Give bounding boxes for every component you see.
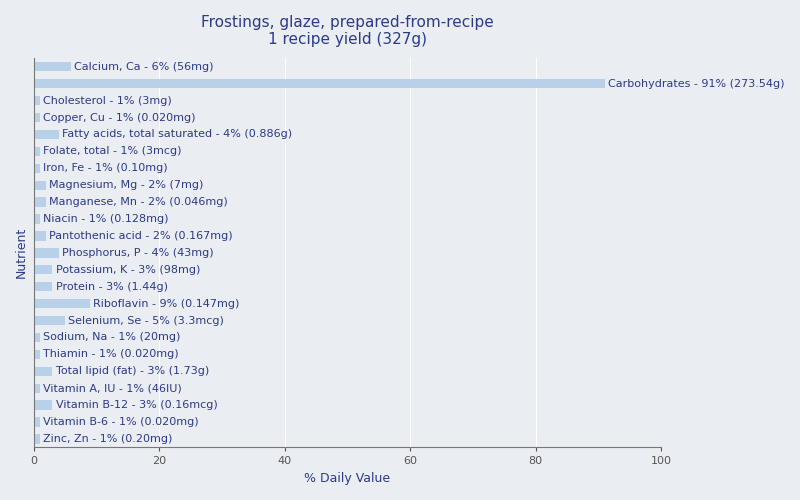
- Bar: [34, 62, 71, 72]
- Text: Calcium, Ca - 6% (56mg): Calcium, Ca - 6% (56mg): [74, 62, 214, 72]
- Text: Cholesterol - 1% (3mg): Cholesterol - 1% (3mg): [43, 96, 172, 106]
- Text: Potassium, K - 3% (98mg): Potassium, K - 3% (98mg): [55, 265, 200, 275]
- Bar: [34, 232, 46, 240]
- Bar: [34, 214, 40, 224]
- Bar: [34, 248, 58, 258]
- Text: Thiamin - 1% (0.020mg): Thiamin - 1% (0.020mg): [43, 350, 178, 360]
- Text: Carbohydrates - 91% (273.54g): Carbohydrates - 91% (273.54g): [608, 78, 784, 88]
- Bar: [34, 265, 52, 274]
- Title: Frostings, glaze, prepared-from-recipe
1 recipe yield (327g): Frostings, glaze, prepared-from-recipe 1…: [201, 15, 494, 48]
- Text: Phosphorus, P - 4% (43mg): Phosphorus, P - 4% (43mg): [62, 248, 214, 258]
- Text: Manganese, Mn - 2% (0.046mg): Manganese, Mn - 2% (0.046mg): [50, 197, 228, 207]
- Text: Zinc, Zn - 1% (0.20mg): Zinc, Zn - 1% (0.20mg): [43, 434, 172, 444]
- Text: Pantothenic acid - 2% (0.167mg): Pantothenic acid - 2% (0.167mg): [50, 231, 233, 241]
- Text: Riboflavin - 9% (0.147mg): Riboflavin - 9% (0.147mg): [93, 298, 239, 308]
- Text: Copper, Cu - 1% (0.020mg): Copper, Cu - 1% (0.020mg): [43, 112, 195, 122]
- Bar: [34, 146, 40, 156]
- Text: Protein - 3% (1.44g): Protein - 3% (1.44g): [55, 282, 167, 292]
- Bar: [34, 384, 40, 393]
- Bar: [34, 282, 52, 292]
- Bar: [34, 180, 46, 190]
- Text: Vitamin B-6 - 1% (0.020mg): Vitamin B-6 - 1% (0.020mg): [43, 417, 198, 427]
- Bar: [34, 79, 605, 88]
- Text: Vitamin B-12 - 3% (0.16mcg): Vitamin B-12 - 3% (0.16mcg): [55, 400, 218, 410]
- Text: Sodium, Na - 1% (20mg): Sodium, Na - 1% (20mg): [43, 332, 180, 342]
- Bar: [34, 366, 52, 376]
- Text: Fatty acids, total saturated - 4% (0.886g): Fatty acids, total saturated - 4% (0.886…: [62, 130, 292, 140]
- Text: Total lipid (fat) - 3% (1.73g): Total lipid (fat) - 3% (1.73g): [55, 366, 209, 376]
- Text: Iron, Fe - 1% (0.10mg): Iron, Fe - 1% (0.10mg): [43, 164, 167, 173]
- Bar: [34, 400, 52, 410]
- Text: Magnesium, Mg - 2% (7mg): Magnesium, Mg - 2% (7mg): [50, 180, 204, 190]
- Text: Niacin - 1% (0.128mg): Niacin - 1% (0.128mg): [43, 214, 169, 224]
- Bar: [34, 350, 40, 359]
- Bar: [34, 299, 90, 308]
- Bar: [34, 164, 40, 173]
- Bar: [34, 113, 40, 122]
- Bar: [34, 130, 58, 139]
- Text: Vitamin A, IU - 1% (46IU): Vitamin A, IU - 1% (46IU): [43, 383, 182, 393]
- Bar: [34, 96, 40, 105]
- Y-axis label: Nutrient: Nutrient: [15, 227, 28, 278]
- Text: Selenium, Se - 5% (3.3mcg): Selenium, Se - 5% (3.3mcg): [68, 316, 224, 326]
- Bar: [34, 198, 46, 206]
- Bar: [34, 333, 40, 342]
- Bar: [34, 316, 65, 325]
- Text: Folate, total - 1% (3mcg): Folate, total - 1% (3mcg): [43, 146, 182, 156]
- Bar: [34, 418, 40, 426]
- Bar: [34, 434, 40, 444]
- X-axis label: % Daily Value: % Daily Value: [304, 472, 390, 485]
